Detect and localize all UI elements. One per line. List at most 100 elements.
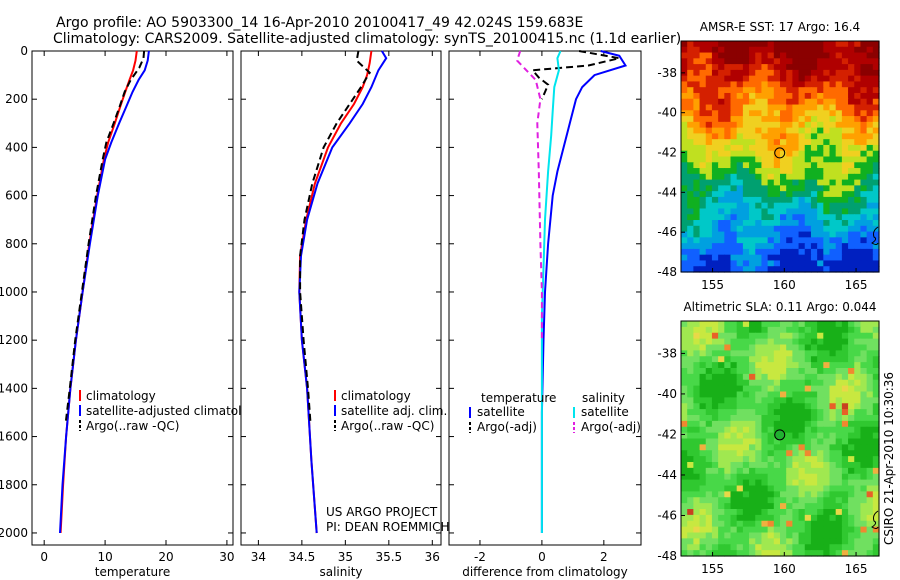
sst_map-heatmap-cell [761,254,769,262]
sst_map-heatmap-cell [810,237,818,244]
sla_map-heatmap-cell [860,444,868,451]
sst_map-heatmap-cell [860,202,868,210]
sla_map-heatmap-cell [860,420,868,428]
sst_map-heatmap-cell [742,64,750,71]
sla_map-ytick-label: -46 [657,508,677,522]
sst_map-heatmap-cell [730,225,738,233]
sla_map-heatmap-cell [841,479,849,487]
sla_map-heatmap-cell [786,467,793,475]
sla_map-heatmap-cell [730,514,738,522]
sst_map-heatmap-cell [854,220,862,227]
sst_map-heatmap-cell [810,127,818,135]
sla_map-heatmap-cell [798,544,806,551]
sst_map-heatmap-cell [841,260,849,267]
sla_map-heatmap-cell [792,415,800,422]
sla_map-heatmap-cell [786,409,793,416]
sla_map-heatmap-cell [755,420,763,428]
sla_map-heatmap-cell [872,550,880,557]
sla_map-heatmap-cell [761,432,769,440]
sst_map-heatmap-cell [835,254,843,262]
sla_map-heatmap-cell [724,485,732,492]
sst_map-heatmap-cell [872,87,880,94]
sst_map-heatmap-cell [773,58,781,65]
sst_map-heatmap-cell [705,75,713,83]
sst_map-heatmap-cell [681,46,688,54]
sla_map-heatmap-cell [854,450,862,457]
sst_map-heatmap-cell [786,214,793,221]
sla_map-heatmap-cell [705,520,713,528]
sst_map-heatmap-cell [755,162,763,169]
sst_map-heatmap-cell [681,92,688,100]
sst_map-heatmap-cell [786,162,793,169]
sla_map-heatmap-cell [767,368,775,375]
sst_map-heatmap-cell [724,173,732,181]
sla_map-heatmap-cell [755,503,763,510]
sst_map-heatmap-cell [767,58,775,65]
sla_map-heatmap-cell [786,344,793,351]
sst_map-heatmap-cell [823,237,831,244]
sst_map-heatmap-cell [736,185,744,192]
sla_map-heatmap-cell [817,415,824,422]
sla_map-heatmap-cell [848,503,855,510]
sst_map-heatmap-cell [860,139,868,146]
sla_map-heatmap-cell [693,391,701,398]
sla_map-heatmap-cell [718,467,725,475]
sst_map-heatmap-cell [742,75,750,83]
sst_map-heatmap-cell [705,69,713,77]
sla_map-heatmap-cell [693,503,701,510]
sla_map-heatmap-cell [742,532,750,539]
sla_map-heatmap-cell [724,509,732,516]
sla_map-heatmap-cell [786,479,793,487]
sst_map-heatmap-cell [693,248,701,256]
sst_map-heatmap-cell [718,58,725,65]
sla_map-heatmap-cell [749,479,756,487]
sla_map-heatmap-cell [724,456,732,463]
sla_map-heatmap-cell [730,503,738,510]
difference-legend-label: satellite [581,405,629,419]
sla_map-heatmap-cell [817,379,824,387]
sst_map-heatmap-cell [854,46,862,54]
sst_map-heatmap-cell [749,69,756,77]
sla_map-heatmap-cell [742,485,750,492]
sst_map-heatmap-cell [866,116,874,123]
sla_map-heatmap-cell [823,467,831,475]
sst_map-heatmap-cell [755,202,763,210]
sst_map-heatmap-cell [848,52,855,59]
sla_map-heatmap-cell [755,532,763,539]
sla_map-heatmap-cell [693,456,701,463]
sst_map-heatmap-cell [817,191,824,198]
sla_map-heatmap-cell [798,415,806,422]
sst_map-heatmap-cell [767,225,775,233]
sst_map-heatmap-cell [724,69,732,77]
sst_map-heatmap-cell [687,127,694,135]
sst_map-heatmap-cell [792,58,800,65]
sst_map-heatmap-cell [736,243,744,250]
sla_map-heatmap-cell [773,444,781,451]
sla_map-heatmap-cell [866,432,874,440]
sla_map-heatmap-cell [848,391,855,398]
sst_map-heatmap-cell [693,110,701,117]
sla_map-heatmap-cell [872,391,880,398]
sla_map-heatmap-cell [792,450,800,457]
sst_map-heatmap-cell [786,231,793,238]
sla_map-heatmap-cell [736,462,744,469]
sst_map-heatmap-cell [718,196,725,204]
sst_map-heatmap-cell [724,52,732,59]
sla_map-heatmap-cell [687,379,694,387]
sst_map-heatmap-cell [693,254,701,262]
sst_map-heatmap-cell [872,248,880,256]
sla_map-heatmap-cell [699,544,707,551]
sla_map-heatmap-cell [681,391,688,398]
sst_map-heatmap-cell [835,64,843,71]
sla_map-heatmap-cell [792,467,800,475]
sla_map-heatmap-cell [804,362,812,369]
sla_map-heatmap-cell [699,385,707,393]
sst_map-heatmap-cell [792,231,800,238]
sla_map-heatmap-cell [872,350,880,357]
sst_map-heatmap-cell [804,75,812,83]
difference-legend-heading-temperature: temperature [481,391,556,405]
sla_map-heatmap-cell [872,544,880,551]
sla_map-ytick-label: -42 [657,427,677,441]
sst_map-heatmap-cell [724,133,732,140]
sst_map-heatmap-cell [823,87,831,94]
